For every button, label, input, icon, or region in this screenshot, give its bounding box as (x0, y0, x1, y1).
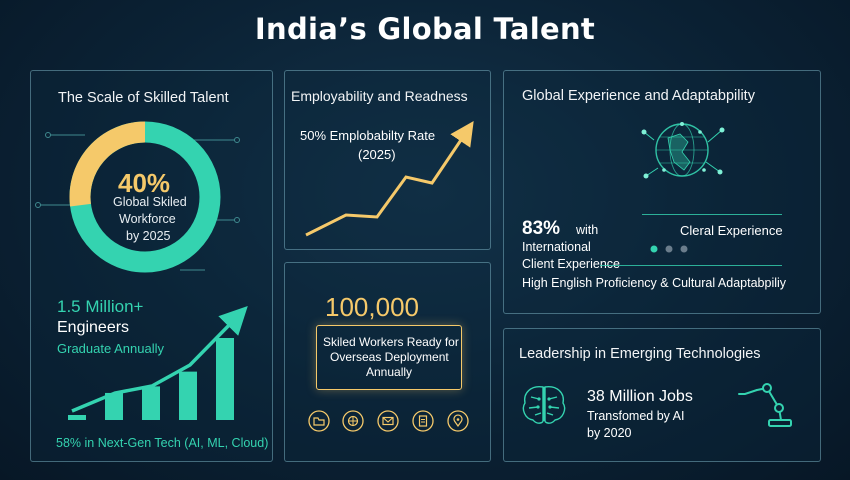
employability-heading: Employability and Readness (291, 88, 468, 104)
global-stat-with: with (576, 223, 599, 237)
employability-rate: 50% Emplobabilty Rate (300, 128, 436, 143)
global-stat-line-3: Client Experience (522, 257, 620, 271)
donut-label-3: by 2025 (126, 229, 171, 243)
client-divider-top (642, 214, 782, 215)
folder-icon (308, 410, 330, 432)
donut-label-2: Workforce (119, 212, 176, 226)
client-divider-bottom (600, 265, 782, 266)
brain-icon (522, 386, 566, 424)
growth-bar (179, 371, 197, 420)
global-stat-value: 83% (522, 218, 561, 239)
growth-bar (105, 392, 123, 420)
workers-line-1: Skiled Workers Ready for (323, 335, 459, 349)
employability-year: (2025) (358, 147, 396, 162)
growth-bar-chart (68, 305, 248, 420)
scale-footer: 58% in Next-Gen Tech (AI, ML, Cloud) (56, 436, 269, 450)
global-panel (503, 70, 821, 314)
location-icon (447, 410, 469, 432)
workers-line-2: Overseas Deployment (330, 350, 449, 364)
document-icon (412, 410, 434, 432)
growth-arrow (71, 305, 248, 413)
workers-panel (284, 262, 491, 462)
global-heading: Global Experience and Adaptabpility (522, 88, 755, 104)
employability-panel (284, 70, 491, 250)
robot-arm-icon (738, 383, 792, 427)
donut-value: 40% (118, 168, 171, 198)
donut-label-1: Global Skiled (113, 195, 187, 209)
growth-bar (68, 415, 86, 420)
circuit-lines (35, 132, 240, 271)
globe-network-icon (641, 122, 725, 179)
page-title: India’s Global Talent (254, 12, 596, 46)
leadership-value: 38 Million Jobs (587, 388, 693, 405)
workers-line-3: Annually (366, 365, 413, 379)
globe-icon (342, 410, 364, 432)
employability-trend-line (305, 121, 474, 237)
engineers-sub: Graduate Annually (57, 341, 164, 356)
workers-icon-row (308, 410, 469, 432)
leadership-line-2: Transfomed by AI (587, 409, 685, 423)
engineers-label: Engineers (57, 319, 130, 336)
growth-bar (142, 386, 160, 420)
workers-value: 100,000 (325, 292, 419, 322)
engineers-value: 1.5 Million+ (57, 297, 144, 316)
english-proficiency: High English Proficiency & Cultural Adap… (522, 276, 787, 290)
global-stat-line-2: International (522, 240, 591, 254)
carousel-dots (650, 245, 688, 253)
leadership-panel (503, 328, 821, 462)
donut-chart (35, 121, 240, 273)
donut-segment (69, 121, 146, 207)
growth-bar (216, 338, 234, 420)
client-experience-label: Cleral Experience (680, 223, 783, 238)
mail-icon (377, 410, 399, 432)
workers-box (316, 325, 462, 390)
leadership-line-3: by 2020 (587, 426, 632, 440)
leadership-heading: Leadership in Emerging Technologies (519, 346, 761, 362)
scale-heading: The Scale of Skilled Talent (58, 90, 229, 106)
